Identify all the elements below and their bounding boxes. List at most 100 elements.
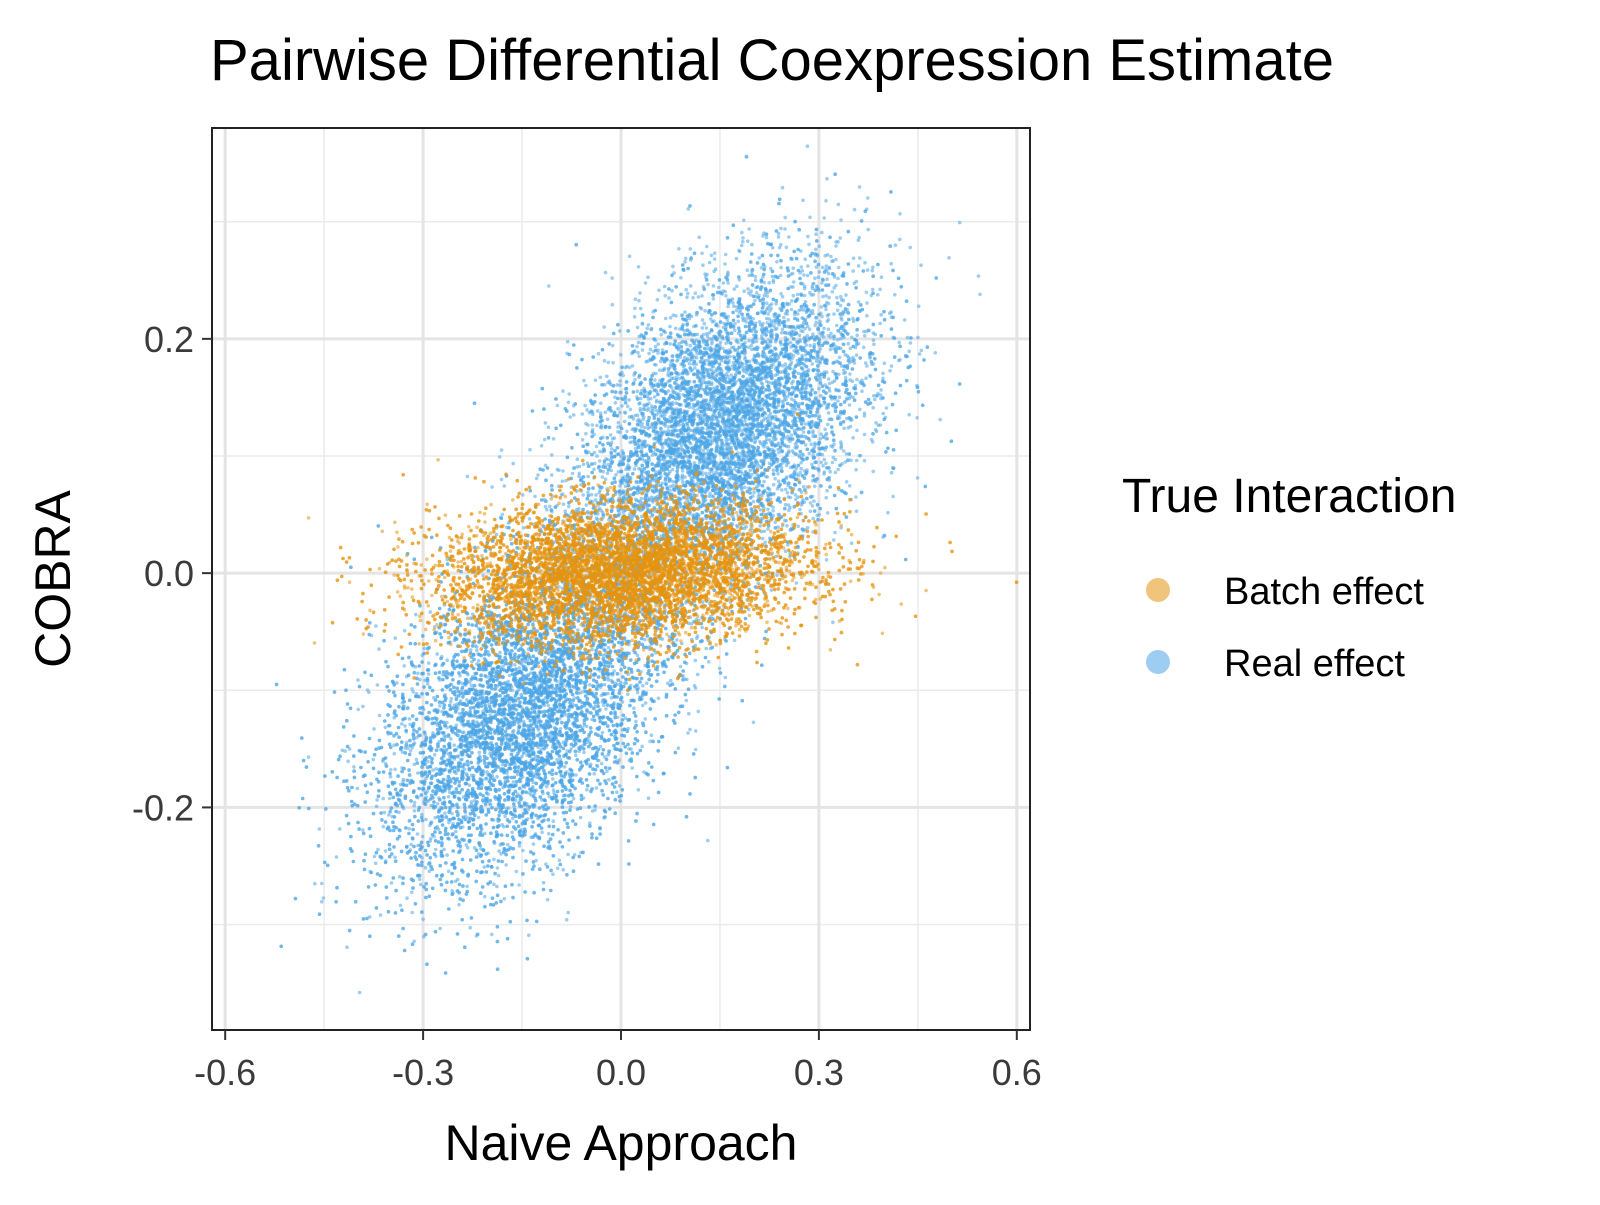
data-point <box>590 493 594 497</box>
data-point <box>614 473 618 477</box>
data-point <box>822 327 826 331</box>
data-point <box>757 256 761 260</box>
data-point <box>795 581 799 585</box>
data-point <box>683 310 687 314</box>
data-point <box>829 332 833 336</box>
data-point <box>671 480 675 484</box>
data-point <box>771 509 775 513</box>
data-point <box>866 268 870 272</box>
data-point <box>916 476 920 480</box>
data-point <box>784 488 788 492</box>
data-point <box>827 318 831 322</box>
data-point <box>596 409 600 413</box>
data-point <box>826 511 830 515</box>
data-point <box>824 294 828 298</box>
chart-title: Pairwise Differential Coexpression Estim… <box>210 28 1334 93</box>
data-point <box>844 371 848 375</box>
data-point <box>854 468 858 472</box>
data-point <box>601 475 605 479</box>
data-point <box>736 525 740 529</box>
data-point <box>704 647 708 651</box>
data-point <box>873 398 877 402</box>
data-point <box>907 413 911 417</box>
data-point <box>561 480 565 484</box>
data-point <box>864 376 868 380</box>
data-point <box>649 348 653 352</box>
data-point <box>636 351 640 355</box>
data-point <box>839 218 843 222</box>
data-point <box>634 297 638 301</box>
data-point <box>796 293 800 297</box>
data-point <box>744 525 748 529</box>
data-point <box>733 639 737 643</box>
data-point <box>723 262 727 266</box>
data-point <box>633 378 637 382</box>
data-point <box>535 477 539 481</box>
data-point <box>855 509 859 513</box>
data-point <box>664 479 668 483</box>
data-point <box>766 294 770 298</box>
data-point <box>798 453 802 457</box>
data-point <box>811 362 815 366</box>
data-point <box>736 320 740 324</box>
data-point <box>819 432 823 436</box>
data-point <box>656 298 660 302</box>
data-point <box>802 430 806 434</box>
data-point <box>735 309 739 313</box>
data-point <box>803 287 807 291</box>
data-point <box>814 232 818 236</box>
data-point <box>627 398 631 402</box>
data-point <box>686 292 690 296</box>
data-point <box>720 470 724 474</box>
data-point <box>918 352 922 356</box>
data-point <box>867 329 871 333</box>
data-point <box>724 253 728 257</box>
data-point <box>871 470 875 474</box>
data-point <box>855 378 859 382</box>
data-point <box>689 344 693 348</box>
data-point <box>694 291 698 295</box>
data-point <box>610 276 614 280</box>
data-point <box>779 266 783 270</box>
data-point <box>646 275 650 279</box>
data-point <box>709 391 713 395</box>
data-point <box>561 389 565 393</box>
data-point <box>782 316 786 320</box>
data-point <box>743 486 747 490</box>
data-point <box>578 472 582 476</box>
data-point <box>863 459 867 463</box>
data-point <box>813 485 817 489</box>
data-point <box>815 360 819 364</box>
data-point <box>616 407 620 411</box>
data-point <box>836 240 840 244</box>
data-point <box>733 287 737 291</box>
data-point <box>837 373 841 377</box>
data-point <box>836 308 840 312</box>
data-point <box>888 369 892 373</box>
data-point <box>878 322 882 326</box>
data-point <box>628 254 632 258</box>
data-point <box>567 505 571 509</box>
data-point <box>885 406 889 410</box>
data-point <box>584 384 588 388</box>
data-point <box>679 276 683 280</box>
data-point <box>771 246 775 250</box>
data-point <box>724 294 728 298</box>
data-point <box>791 272 795 276</box>
data-point <box>883 362 887 366</box>
data-point <box>781 328 785 332</box>
data-point <box>881 412 885 416</box>
data-point <box>710 342 714 346</box>
data-point <box>916 336 920 340</box>
data-point <box>857 300 861 304</box>
data-point <box>733 329 737 333</box>
data-point <box>837 266 841 270</box>
data-point <box>977 274 981 278</box>
data-point <box>817 244 821 248</box>
data-point <box>703 309 707 313</box>
data-point <box>842 427 846 431</box>
data-point <box>766 312 770 316</box>
data-point <box>617 421 621 425</box>
data-point <box>741 240 745 244</box>
